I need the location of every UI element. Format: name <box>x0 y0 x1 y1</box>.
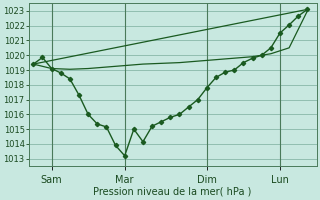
X-axis label: Pression niveau de la mer( hPa ): Pression niveau de la mer( hPa ) <box>93 187 252 197</box>
